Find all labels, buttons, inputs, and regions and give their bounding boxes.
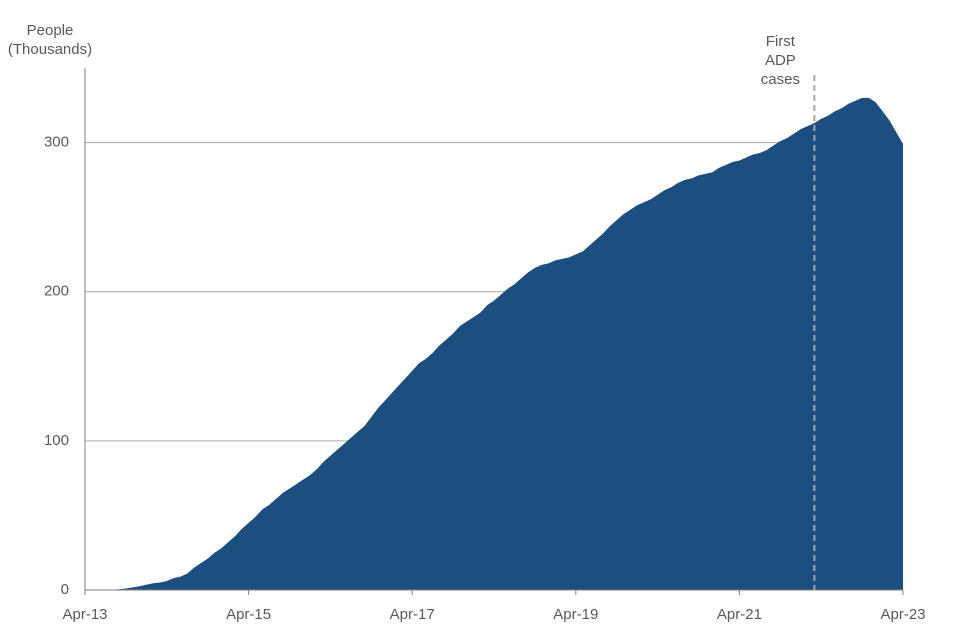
x-tick-label: Apr-23 <box>880 606 925 623</box>
x-tick-label: Apr-17 <box>390 606 435 623</box>
y-tick-label: 0 <box>61 581 69 598</box>
x-tick-label: Apr-21 <box>717 606 762 623</box>
y-tick-label: 100 <box>44 432 69 449</box>
annotation-text: ADP <box>765 52 796 69</box>
area <box>85 97 903 590</box>
x-tick-label: Apr-15 <box>226 606 271 623</box>
x-tick-label: Apr-19 <box>553 606 598 623</box>
y-tick-label: 200 <box>44 283 69 300</box>
annotation-text: cases <box>761 71 800 88</box>
y-axis-title: (Thousands) <box>8 41 92 58</box>
annotation-text: First <box>766 33 796 50</box>
y-axis-title: People <box>27 22 74 39</box>
x-tick-label: Apr-13 <box>62 606 107 623</box>
y-tick-label: 300 <box>44 134 69 151</box>
